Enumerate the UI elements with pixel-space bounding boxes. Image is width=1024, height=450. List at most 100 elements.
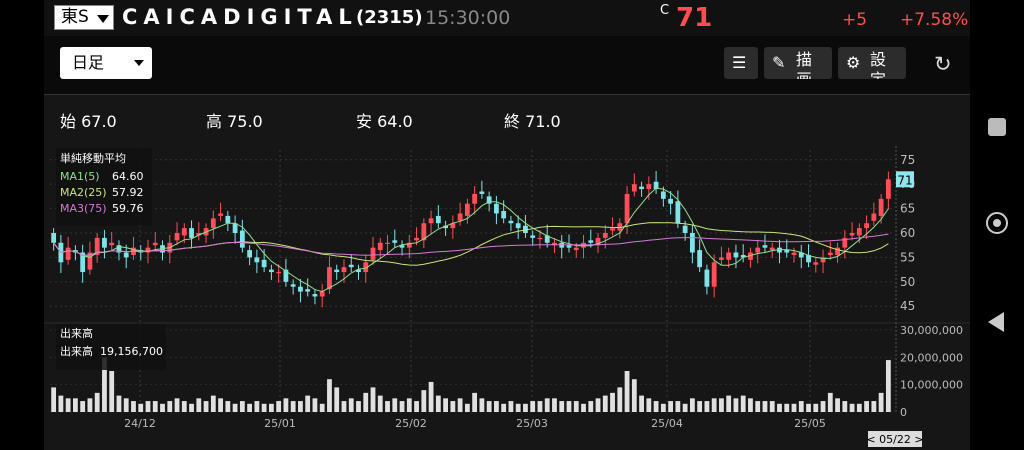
candle	[842, 237, 848, 248]
volume-bar	[777, 403, 782, 412]
quote-time: 15:30:00	[425, 7, 511, 29]
volume-bar	[341, 401, 347, 412]
volume-bar	[203, 401, 209, 412]
volume-bar	[210, 395, 216, 412]
ma2-legend-value: 57.92	[112, 186, 144, 199]
candle	[617, 223, 623, 231]
volume-bar	[719, 398, 724, 412]
volume-bar	[464, 403, 470, 412]
settings-button[interactable]: ⚙ 設定	[838, 47, 906, 79]
candle	[370, 247, 376, 260]
period-select[interactable]: 日足	[60, 47, 152, 79]
ma-legend-title: 単純移動平均	[60, 151, 126, 165]
candle	[94, 237, 100, 255]
candle	[327, 267, 332, 290]
candle	[65, 247, 71, 260]
date-tag-label: < 05/22 >	[866, 433, 923, 446]
candle	[711, 262, 717, 287]
candle	[573, 247, 579, 251]
candle	[610, 228, 615, 231]
candle	[486, 196, 492, 204]
volume-bar	[131, 401, 136, 412]
volume-bar	[406, 398, 412, 412]
y-tick-label: 45	[900, 299, 915, 313]
volume-bar	[842, 401, 848, 412]
candle	[871, 213, 877, 221]
volume-tick-label: 0	[900, 406, 907, 419]
volume-bar	[806, 403, 811, 412]
volume-bar	[501, 403, 507, 412]
volume-bar	[414, 401, 419, 412]
recent-apps-icon[interactable]	[988, 118, 1006, 136]
volume-bar	[740, 395, 746, 412]
pencil-icon: ✎	[772, 53, 786, 72]
volume-bar	[145, 401, 151, 412]
candle	[885, 179, 891, 199]
volume-bar	[370, 387, 376, 412]
date-tag-box	[868, 431, 922, 447]
candle	[653, 181, 659, 190]
volume-bar	[769, 401, 775, 412]
volume-bar	[602, 395, 608, 412]
volume-bar	[617, 387, 623, 412]
candle	[784, 250, 790, 253]
candle	[878, 198, 884, 216]
draw-button[interactable]: ✎ 描画	[764, 47, 832, 79]
volume-bar	[849, 403, 855, 412]
volume-bar	[552, 398, 557, 412]
volume-bar	[755, 401, 761, 412]
volume-bar	[820, 401, 826, 412]
volume-bar	[835, 398, 840, 412]
candle	[602, 233, 608, 238]
candle	[864, 223, 869, 229]
exchange-value: 東S	[61, 7, 89, 27]
volume-bar	[116, 395, 122, 412]
volume-bar	[196, 398, 202, 412]
candle	[494, 203, 499, 214]
volume-bar	[639, 395, 644, 412]
indicator-list-button[interactable]: ☰	[724, 47, 758, 79]
home-icon[interactable]	[986, 212, 1008, 234]
volume-bar	[239, 401, 245, 412]
candle	[726, 252, 732, 260]
candle	[827, 252, 833, 255]
candle	[290, 284, 296, 287]
volume-bar	[73, 398, 78, 412]
price-tag-label: 71	[897, 173, 912, 187]
candle	[181, 228, 187, 236]
back-icon[interactable]	[988, 312, 1004, 332]
volume-bar	[51, 387, 57, 412]
volume-bar	[385, 401, 390, 412]
candle	[348, 264, 354, 268]
volume-legend-box	[56, 324, 166, 370]
price-change: +5	[842, 10, 868, 30]
volume-bar	[588, 401, 594, 412]
ma1-line	[53, 187, 889, 293]
candle	[544, 235, 550, 243]
candle	[239, 230, 245, 248]
refresh-icon[interactable]: ↻	[934, 52, 952, 76]
volume-bar	[225, 401, 231, 412]
volume-bar	[479, 398, 485, 412]
volume-bar	[181, 401, 187, 412]
volume-bar	[515, 403, 521, 412]
candle	[305, 289, 311, 292]
candlestick-chart[interactable]: 24/1225/0125/0225/0325/0425/057570656055…	[44, 140, 970, 450]
volume-bar	[544, 398, 550, 412]
volume-bar	[152, 401, 158, 412]
candle	[109, 242, 115, 246]
y-tick-label: 65	[900, 202, 915, 216]
candle	[849, 233, 855, 236]
volume-tick-label: 30,000,000	[900, 324, 963, 337]
volume-bar	[443, 398, 448, 412]
candle	[595, 237, 601, 246]
volume-bar	[668, 401, 674, 412]
volume-bar	[704, 401, 710, 412]
volume-bar	[428, 381, 434, 412]
period-value: 日足	[72, 53, 105, 72]
exchange-select[interactable]: 東S	[54, 5, 114, 30]
volume-bar	[689, 398, 695, 412]
candle	[515, 223, 521, 229]
candle	[820, 257, 826, 263]
volume-bar	[733, 398, 739, 412]
